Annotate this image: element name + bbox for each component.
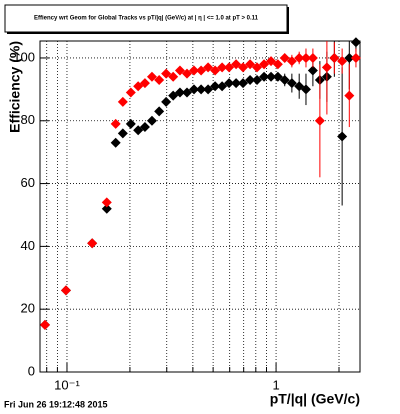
marker [110, 118, 121, 129]
marker [350, 37, 361, 48]
marker [139, 78, 150, 89]
marker [337, 131, 348, 142]
marker [161, 68, 172, 79]
marker [294, 52, 305, 63]
marker [321, 62, 332, 73]
marker [224, 62, 235, 73]
marker [125, 87, 136, 98]
marker [245, 74, 256, 85]
marker [286, 78, 297, 89]
marker [117, 128, 128, 139]
y-tick-label: 0 [28, 363, 35, 378]
marker [259, 59, 270, 70]
marker [174, 65, 185, 76]
marker [188, 65, 199, 76]
marker [203, 62, 214, 73]
marker [238, 62, 249, 73]
marker [245, 59, 256, 70]
marker [252, 74, 263, 85]
marker [279, 52, 290, 63]
marker [272, 59, 283, 70]
marker [300, 84, 311, 95]
marker [161, 96, 172, 107]
marker [252, 62, 263, 73]
marker [154, 74, 165, 85]
marker [196, 84, 207, 95]
marker [314, 115, 325, 126]
marker [125, 118, 136, 129]
title-box [4, 4, 288, 33]
marker [266, 71, 277, 82]
y-tick-label: 100 [13, 49, 35, 64]
marker [224, 78, 235, 89]
x-axis-label: pT/|q| (GeV/c) [270, 391, 360, 407]
marker [101, 203, 112, 214]
marker [174, 87, 185, 98]
marker [154, 106, 165, 117]
y-tick-label: 60 [21, 175, 35, 190]
marker [87, 238, 98, 249]
y-tick-label: 40 [21, 238, 35, 253]
marker [329, 52, 340, 63]
marker [307, 65, 318, 76]
marker [60, 285, 71, 296]
marker [146, 115, 157, 126]
marker [238, 78, 249, 89]
marker [139, 122, 150, 133]
y-tick-label: 80 [21, 112, 35, 127]
x-tick-label: 10⁻¹ [54, 377, 80, 392]
marker [217, 62, 228, 73]
y-axis-label: Efficiency (%) [7, 41, 23, 133]
marker [188, 84, 199, 95]
footer: Fri Jun 26 19:12:48 2015 [4, 399, 108, 409]
marker [231, 78, 242, 89]
marker [203, 84, 214, 95]
marker [337, 56, 348, 67]
marker [39, 319, 50, 330]
marker [350, 52, 361, 63]
marker [210, 81, 221, 92]
marker [259, 71, 270, 82]
chart-title: Effiency wrt Geom for Global Tracks vs p… [34, 16, 259, 22]
marker [196, 65, 207, 76]
marker [279, 74, 290, 85]
marker [307, 52, 318, 63]
marker [344, 52, 355, 63]
marker [168, 71, 179, 82]
marker [231, 59, 242, 70]
marker [182, 68, 193, 79]
marker [300, 52, 311, 63]
marker [182, 87, 193, 98]
marker [210, 65, 221, 76]
x-tick-label: 1 [272, 377, 279, 392]
marker [117, 96, 128, 107]
y-tick-label: 20 [21, 301, 35, 316]
marker [146, 71, 157, 82]
marker [101, 197, 112, 208]
marker [286, 56, 297, 67]
marker [344, 90, 355, 101]
marker [217, 81, 228, 92]
marker [110, 137, 121, 148]
